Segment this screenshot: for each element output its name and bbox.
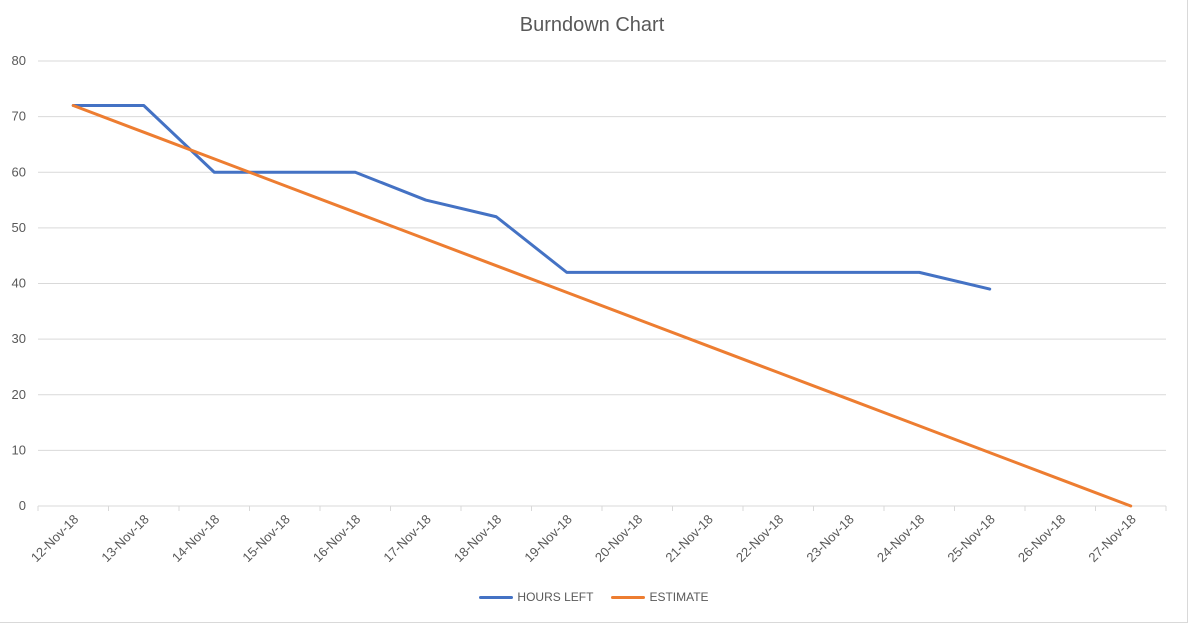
x-tick-label: 23-Nov-18 [803,512,857,566]
y-tick-label: 20 [12,387,26,402]
legend-item-hours-left: HOURS LEFT [479,590,593,604]
y-tick-label: 0 [19,498,26,513]
legend-swatch-estimate [611,595,646,599]
legend-label-estimate: ESTIMATE [649,590,709,604]
series-line-hours-left [71,104,992,291]
x-tick-label: 24-Nov-18 [874,512,928,566]
y-tick-label: 60 [12,164,26,179]
x-tick-label: 13-Nov-18 [98,512,152,566]
x-tick-label: 22-Nov-18 [733,512,787,566]
x-tick-label: 18-Nov-18 [451,512,505,566]
series-line-estimate [71,104,1133,508]
x-tick-label: 12-Nov-18 [28,512,82,566]
x-tick-label: 27-Nov-18 [1085,512,1139,566]
x-tick-label: 14-Nov-18 [169,512,223,566]
y-tick-label: 40 [12,276,26,291]
x-tick-label: 17-Nov-18 [380,512,434,566]
x-tick-label: 21-Nov-18 [662,512,716,566]
x-tick-label: 16-Nov-18 [310,512,364,566]
legend-swatch-hours-left [479,595,514,599]
x-tick-label: 19-Nov-18 [521,512,575,566]
x-tick-label: 15-Nov-18 [239,512,293,566]
x-tick-label: 20-Nov-18 [592,512,646,566]
legend-item-estimate: ESTIMATE [611,590,709,604]
x-tick-label: 26-Nov-18 [1015,512,1069,566]
y-tick-label: 10 [12,442,26,457]
chart-title: Burndown Chart [519,14,665,36]
legend: HOURS LEFT ESTIMATE [0,590,1188,604]
legend-label-hours-left: HOURS LEFT [517,590,594,604]
y-tick-label: 80 [12,53,26,68]
gridlines [38,60,1166,451]
x-tick-label: 25-Nov-18 [944,512,998,566]
y-tick-label: 50 [12,220,26,235]
y-tick-label: 70 [12,109,26,124]
y-tick-label: 30 [12,331,26,346]
series-lines [71,104,1133,508]
axes: 0 10 20 30 40 50 60 70 80 12-Nov-18 13-Nov-18 14-No… [12,53,1167,566]
